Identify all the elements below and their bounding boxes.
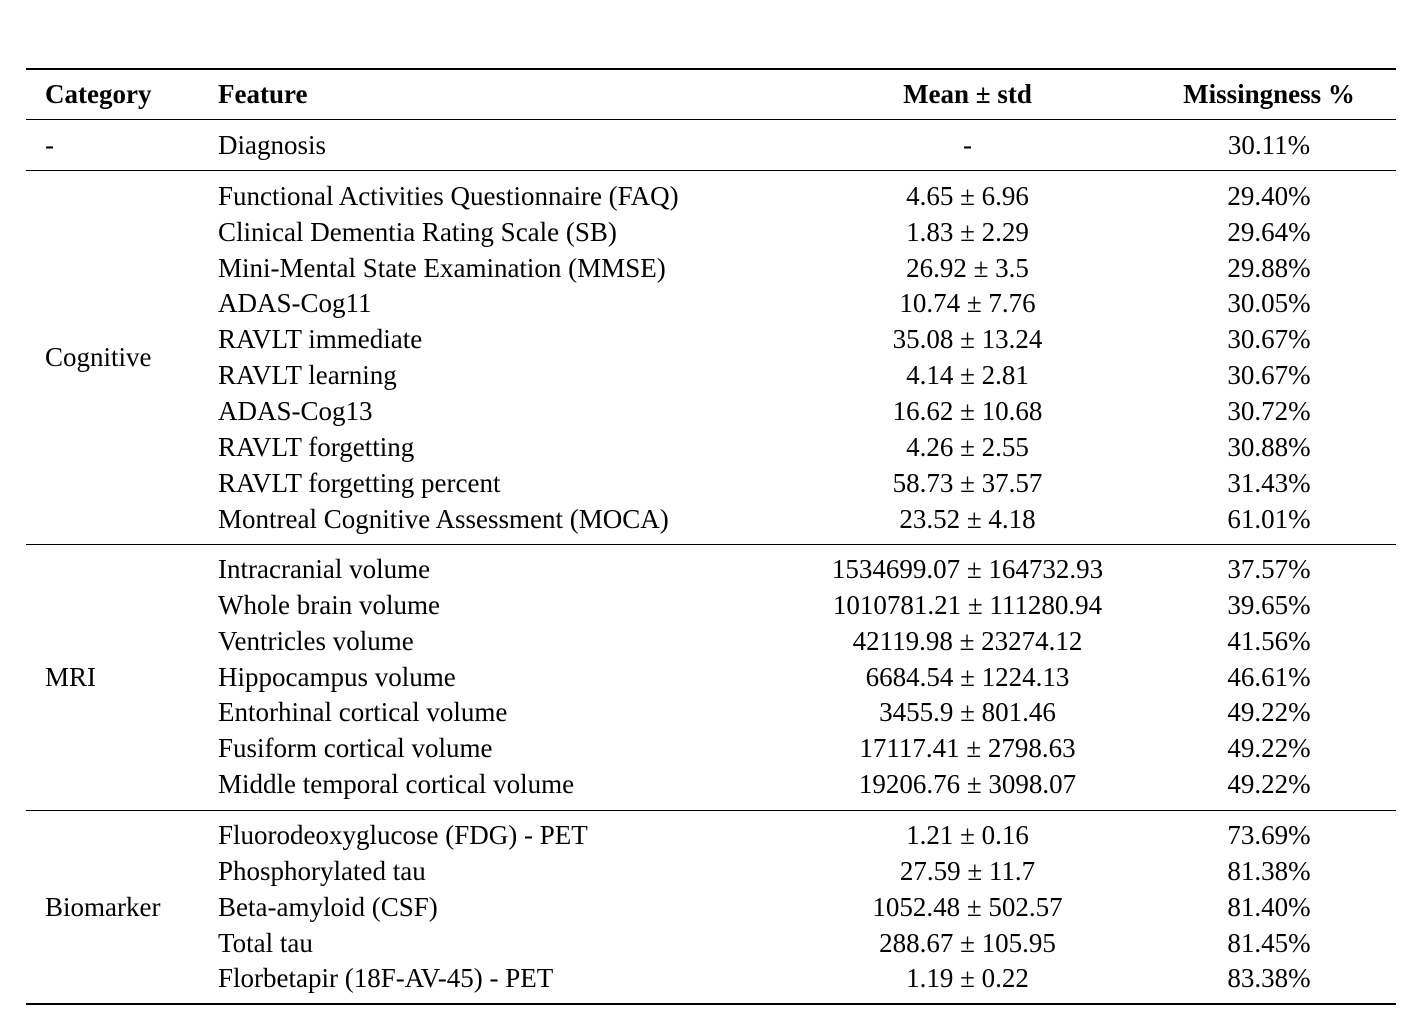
mean-std-cell: 1534699.07 ± 164732.93 bbox=[831, 554, 1104, 584]
category-label: Biomarker bbox=[45, 892, 161, 922]
feature-cell: Fluorodeoxyglucose (FDG) - PET bbox=[218, 820, 588, 850]
mean-std-cell: 1.83 ± 2.29 bbox=[906, 217, 1029, 247]
header-category: Category bbox=[45, 79, 152, 109]
category-label: Cognitive bbox=[45, 342, 152, 372]
feature-cell: RAVLT immediate bbox=[218, 324, 423, 354]
missingness-cell: 49.22% bbox=[1227, 769, 1311, 799]
table-bottom-rule bbox=[26, 1003, 1396, 1005]
feature-cell: RAVLT forgetting percent bbox=[218, 468, 501, 498]
feature-cell: Fusiform cortical volume bbox=[218, 733, 493, 763]
table-top-rule bbox=[26, 68, 1396, 70]
mean-std-cell: 288.67 ± 105.95 bbox=[879, 928, 1056, 958]
missingness-cell: 46.61% bbox=[1227, 662, 1311, 692]
header-feature: Feature bbox=[218, 79, 308, 109]
missingness-cell: 29.88% bbox=[1227, 253, 1311, 283]
mean-std-cell: 1052.48 ± 502.57 bbox=[872, 892, 1063, 922]
feature-cell: Phosphorylated tau bbox=[218, 856, 426, 886]
mean-std-cell: 27.59 ± 11.7 bbox=[899, 856, 1036, 886]
feature-cell: RAVLT learning bbox=[218, 360, 397, 390]
feature-cell: Intracranial volume bbox=[218, 554, 431, 584]
feature-cell: Beta-amyloid (CSF) bbox=[218, 892, 438, 922]
missingness-cell: 49.22% bbox=[1227, 697, 1311, 727]
category-label: - bbox=[45, 130, 54, 160]
feature-cell: Total tau bbox=[218, 928, 313, 958]
missingness-cell: 61.01% bbox=[1227, 504, 1311, 534]
mean-std-cell: 1.21 ± 0.16 bbox=[906, 820, 1029, 850]
missingness-cell: 73.69% bbox=[1227, 820, 1311, 850]
feature-cell: RAVLT forgetting bbox=[218, 432, 415, 462]
missingness-cell: 29.40% bbox=[1227, 181, 1311, 211]
header-mean-std: Mean ± std bbox=[903, 79, 1032, 109]
missingness-cell: 81.40% bbox=[1227, 892, 1311, 922]
feature-cell: Functional Activities Questionnaire (FAQ… bbox=[218, 181, 679, 211]
missingness-cell: 29.64% bbox=[1227, 217, 1311, 247]
missingness-cell: 30.11% bbox=[1227, 130, 1311, 160]
mean-std-cell: 23.52 ± 4.18 bbox=[899, 504, 1036, 534]
mean-std-cell: 4.26 ± 2.55 bbox=[906, 432, 1029, 462]
missingness-cell: 81.38% bbox=[1227, 856, 1311, 886]
group-divider-rule bbox=[26, 544, 1396, 546]
missingness-cell: 30.67% bbox=[1227, 324, 1311, 354]
mean-std-cell: 26.92 ± 3.5 bbox=[906, 253, 1029, 283]
feature-cell: Mini-Mental State Examination (MMSE) bbox=[218, 253, 666, 283]
missingness-cell: 49.22% bbox=[1227, 733, 1311, 763]
mean-std-cell: 19206.76 ± 3098.07 bbox=[858, 769, 1077, 799]
feature-cell: Hippocampus volume bbox=[218, 662, 456, 692]
mean-std-cell: 1010781.21 ± 111280.94 bbox=[832, 590, 1103, 620]
missingness-cell: 30.05% bbox=[1227, 288, 1311, 318]
header-missingness: Missingness % bbox=[1183, 79, 1355, 109]
missingness-cell: 31.43% bbox=[1227, 468, 1311, 498]
feature-cell: Florbetapir (18F-AV-45) - PET bbox=[218, 963, 554, 993]
mean-std-cell: 42119.98 ± 23274.12 bbox=[852, 626, 1083, 656]
mean-std-cell: 3455.9 ± 801.46 bbox=[879, 697, 1056, 727]
feature-cell: Clinical Dementia Rating Scale (SB) bbox=[218, 217, 617, 247]
mean-std-cell: 1.19 ± 0.22 bbox=[906, 963, 1029, 993]
missingness-cell: 81.45% bbox=[1227, 928, 1311, 958]
missingness-cell: 39.65% bbox=[1227, 590, 1311, 620]
mean-std-cell: - bbox=[963, 130, 972, 160]
feature-cell: ADAS-Cog11 bbox=[218, 288, 372, 318]
missingness-cell: 30.72% bbox=[1227, 396, 1311, 426]
mean-std-cell: 35.08 ± 13.24 bbox=[892, 324, 1043, 354]
mean-std-cell: 4.65 ± 6.96 bbox=[906, 181, 1029, 211]
mean-std-cell: 17117.41 ± 2798.63 bbox=[859, 733, 1076, 763]
feature-cell: Diagnosis bbox=[218, 130, 326, 160]
feature-cell: Entorhinal cortical volume bbox=[218, 697, 508, 727]
missingness-cell: 30.88% bbox=[1227, 432, 1311, 462]
header-mid-rule bbox=[26, 119, 1396, 121]
mean-std-cell: 10.74 ± 7.76 bbox=[899, 288, 1036, 318]
missingness-cell: 37.57% bbox=[1227, 554, 1311, 584]
mean-std-cell: 58.73 ± 37.57 bbox=[892, 468, 1043, 498]
missingness-cell: 41.56% bbox=[1227, 626, 1311, 656]
group-divider-rule bbox=[26, 170, 1396, 172]
mean-std-cell: 16.62 ± 10.68 bbox=[892, 396, 1043, 426]
missingness-cell: 83.38% bbox=[1227, 963, 1311, 993]
feature-cell: Montreal Cognitive Assessment (MOCA) bbox=[218, 504, 669, 534]
missingness-cell: 30.67% bbox=[1227, 360, 1311, 390]
feature-cell: Ventricles volume bbox=[218, 626, 414, 656]
group-divider-rule bbox=[26, 810, 1396, 812]
feature-cell: Middle temporal cortical volume bbox=[218, 769, 575, 799]
mean-std-cell: 6684.54 ± 1224.13 bbox=[865, 662, 1070, 692]
feature-cell: ADAS-Cog13 bbox=[218, 396, 373, 426]
category-label: MRI bbox=[45, 662, 97, 692]
feature-cell: Whole brain volume bbox=[218, 590, 440, 620]
mean-std-cell: 4.14 ± 2.81 bbox=[906, 360, 1029, 390]
